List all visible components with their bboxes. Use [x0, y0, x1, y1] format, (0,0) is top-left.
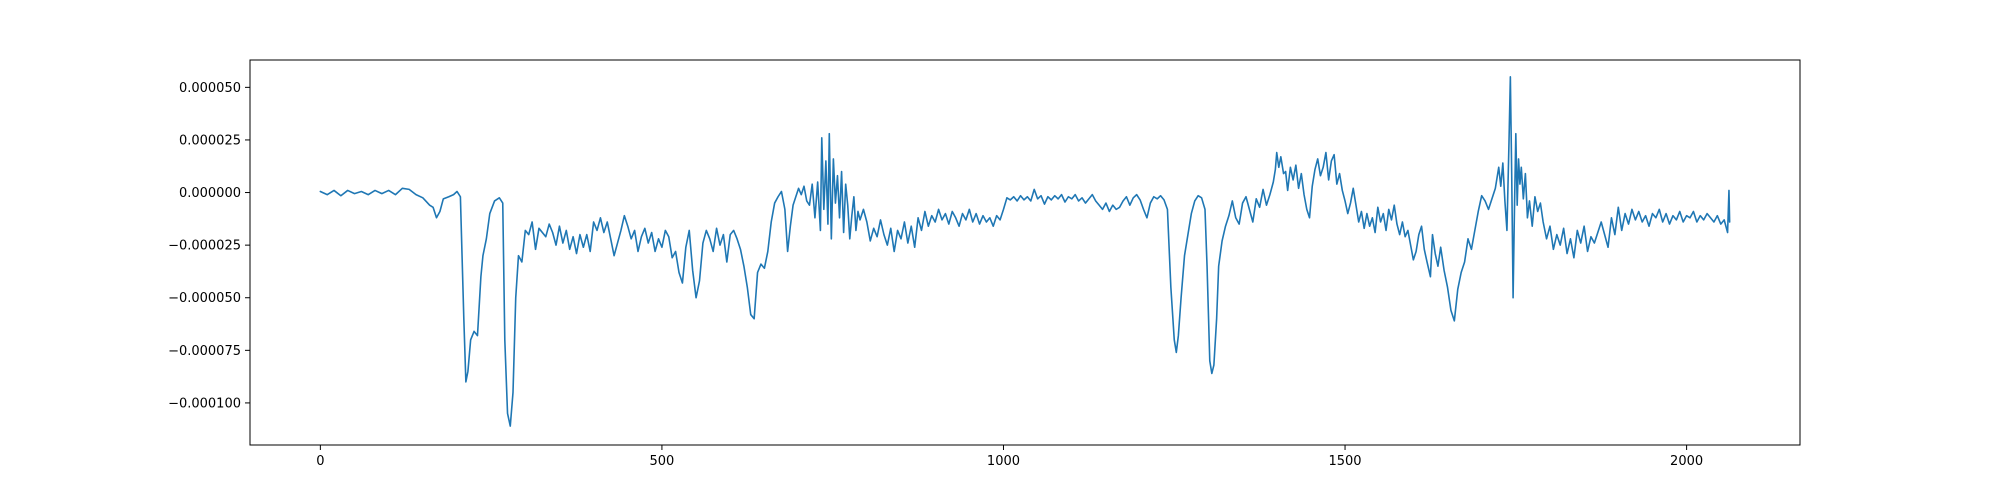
- y-tick-label: −0.000075: [168, 344, 241, 359]
- y-tick-label: −0.000100: [168, 396, 241, 411]
- x-tick-label: 1500: [1328, 454, 1361, 469]
- x-tick-label: 0: [316, 454, 324, 469]
- y-tick-label: 0.000000: [179, 186, 241, 201]
- y-axis: 0.000050 0.000025 0.000000 −0.000025 −0.0000…: [168, 81, 250, 411]
- plot-frame: [249, 59, 1801, 446]
- x-tick-label: 500: [650, 454, 675, 469]
- series-line: [319, 76, 1731, 427]
- y-tick-label: 0.000050: [179, 81, 241, 96]
- y-tick-label: −0.000025: [168, 239, 241, 254]
- x-axis: 0 500 1000 1500 2000: [316, 445, 1703, 469]
- y-tick-label: 0.000025: [179, 133, 241, 148]
- x-tick-label: 1000: [987, 454, 1020, 469]
- x-tick-label: 2000: [1670, 454, 1703, 469]
- y-tick-label: −0.000050: [168, 291, 241, 306]
